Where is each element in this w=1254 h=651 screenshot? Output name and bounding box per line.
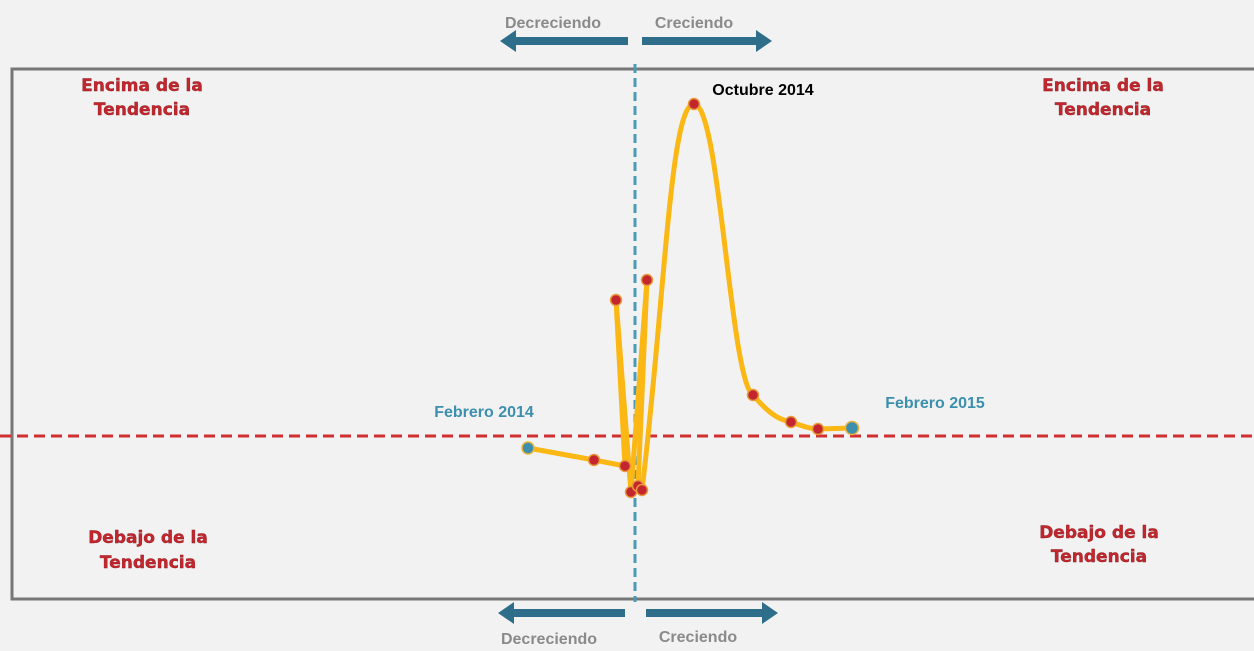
arrow-right [642, 30, 772, 52]
quadrant-label: Tendencia [1055, 100, 1151, 120]
point [687, 97, 701, 111]
arrow-label: Creciendo [655, 15, 733, 32]
arrow-label: Creciendo [659, 629, 737, 646]
quadrant-label: Tendencia [1051, 547, 1147, 567]
point [784, 415, 798, 429]
point [609, 293, 623, 307]
point-label: Febrero 2015 [885, 395, 985, 412]
point [811, 422, 825, 436]
arrow-right [646, 602, 778, 624]
cycle-path [525, 101, 855, 495]
point [521, 441, 535, 455]
arrow-left [498, 602, 625, 624]
quadrant-label: Debajo de la [1039, 523, 1159, 543]
point [587, 453, 601, 467]
point [640, 273, 654, 287]
point [746, 388, 760, 402]
quadrant-label: Tendencia [94, 100, 190, 120]
point [635, 483, 649, 497]
arrow-left [500, 30, 628, 52]
quadrant-label: Encima de la [81, 76, 203, 96]
point [844, 420, 860, 436]
arrow-label: Decreciendo [505, 15, 601, 32]
quadrant-label: Encima de la [1042, 76, 1164, 96]
point [618, 459, 632, 473]
frame [10, 67, 1254, 601]
quadrant-label: Tendencia [100, 553, 196, 573]
quadrant-label: Debajo de la [88, 528, 208, 548]
point-label: Febrero 2014 [434, 404, 534, 421]
point-label: Octubre 2014 [712, 82, 813, 99]
arrow-label: Decreciendo [501, 631, 597, 648]
